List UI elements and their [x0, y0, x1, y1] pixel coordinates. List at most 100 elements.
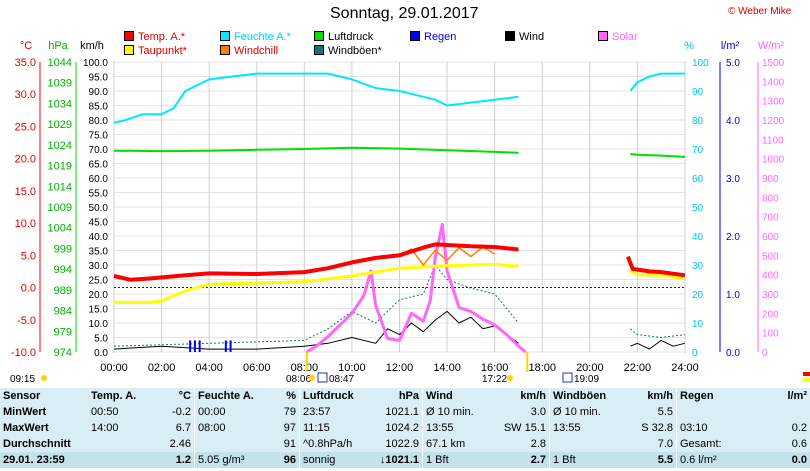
stats-header-row: Sensor Temp. A. °C Feuchte A. % Luftdruc…	[0, 388, 810, 404]
wind-tick-label: 85.0	[89, 102, 109, 113]
absolute-humidity: 5.05 g/m³	[194, 452, 261, 468]
legend-swatch	[124, 45, 134, 55]
rain-value: 0.2	[791, 422, 807, 434]
wind-tick-label: 25.0	[89, 276, 109, 287]
temp-unit: °C	[20, 40, 32, 52]
header-gust: Windböen	[549, 388, 616, 404]
gust-value: 7.0	[657, 438, 673, 450]
sunrise-icon	[309, 375, 315, 381]
rain-unit: l/m²	[721, 40, 740, 52]
x-tick-label: 00:00	[100, 362, 128, 374]
header-wind: Wind	[422, 388, 489, 404]
pressure-tick-label: 994	[54, 264, 72, 276]
humidity-tick-label: 10	[692, 319, 704, 330]
x-tick-label: 16:00	[481, 362, 509, 374]
humidity-value: 79	[283, 406, 296, 418]
humidity-tick-label: 30	[692, 261, 704, 272]
wind-tick-label: 100.0	[83, 58, 108, 69]
solar-tick-label: 200	[762, 309, 779, 320]
humidity-tick-label: 60	[692, 174, 704, 185]
rain-label: 03:10	[676, 420, 743, 436]
rain-label	[676, 404, 743, 420]
gust-label: Ø 10 min.	[549, 404, 616, 420]
pressure-tick-label: 1019	[48, 161, 72, 173]
legend-label: Temp. A.*	[138, 31, 186, 43]
moonrise-time: 08:47	[329, 374, 354, 385]
temp-time: 14:00	[91, 422, 119, 434]
solar-tick-label: 600	[762, 232, 779, 243]
solar-tick-label: 1000	[762, 155, 785, 166]
pressure-trend: ^0.8hPa/h	[299, 436, 368, 452]
solar-tick-label: 0	[762, 348, 768, 359]
rain-bar	[198, 340, 201, 352]
stats-row-current: 29.01. 23:59 1.2 5.05 g/m³ 96 sonnig ↓10…	[0, 452, 810, 468]
header-pressure: Luftdruck	[299, 388, 368, 404]
legend-swatch	[314, 45, 324, 55]
wind-tick-label: 50.0	[89, 203, 109, 214]
temp-tick-label: 25.0	[15, 121, 36, 133]
wind-value: 2.8	[530, 438, 546, 450]
row-label: 29.01. 23:59	[0, 452, 88, 468]
rain-value: 0.0	[743, 452, 810, 468]
legend-item: Windböen*	[314, 45, 382, 57]
legend-label: Regen	[424, 31, 457, 43]
legend-label: Luftdruck	[328, 31, 374, 43]
temp-value: -0.2	[172, 406, 191, 418]
x-tick-label: 04:00	[195, 362, 223, 374]
wind-label: 13:55	[422, 420, 489, 436]
temp-time	[88, 436, 144, 452]
header-temp-unit: °C	[178, 390, 191, 402]
rain-tick-label: 2.0	[726, 232, 740, 243]
x-tick-label: 20:00	[576, 362, 604, 374]
stats-table: Sensor Temp. A. °C Feuchte A. % Luftdruc…	[0, 388, 810, 468]
wind-tick-label: 90.0	[89, 87, 109, 98]
header-rain-unit: l/m²	[787, 390, 807, 402]
pressure-tick-label: 1014	[48, 181, 72, 193]
header-temp: Temp. A.	[91, 390, 137, 402]
moonset-icon	[562, 372, 573, 383]
pressure-value: 1022.9	[385, 438, 419, 450]
solar-tick-label: 1400	[762, 77, 785, 88]
wind-value: SW 15.1	[503, 422, 546, 434]
rain-value	[743, 404, 810, 420]
pressure-value: ↓1021.1	[368, 452, 423, 468]
humidity-tick-label: 90	[692, 87, 704, 98]
humidity-tick-label: 50	[692, 203, 704, 214]
humidity-tick-label: 20	[692, 290, 704, 301]
sunset-time: 17:22	[482, 374, 507, 385]
temp-value: 2.46	[169, 438, 191, 450]
pressure-tick-label: 989	[54, 285, 72, 297]
stats-row-max: MaxWert 14:00 6.7 08:00 97 11:15 1024.2 …	[0, 420, 810, 436]
x-tick-label: 18:00	[528, 362, 556, 374]
legend-item: Feuchte A.*	[220, 31, 291, 43]
wind-tick-label: 15.0	[89, 305, 109, 316]
header-wind-unit: km/h	[520, 390, 546, 402]
row-label: MaxWert	[3, 422, 49, 434]
x-tick-label: 10:00	[338, 362, 366, 374]
temp-tick-label: 35.0	[15, 57, 36, 69]
moon-icon	[317, 372, 328, 383]
temp-tick-label: 20.0	[15, 154, 36, 166]
temp-tick-label: 5.0	[21, 250, 36, 262]
humidity-time: 00:00	[194, 404, 261, 420]
page-title: Sonntag, 29.01.2017	[330, 5, 479, 22]
temp-value: 6.7	[175, 422, 191, 434]
wind-tick-label: 30.0	[89, 261, 109, 272]
stats-row-min: MinWert 00:50 -0.2 00:00 79 23:57 1021.1…	[0, 404, 810, 420]
copyright-link[interactable]: © Weber Mike	[728, 6, 792, 17]
solar-tick-label: 400	[762, 271, 779, 282]
wind-value: 2.7	[489, 452, 550, 468]
temp-time	[88, 452, 144, 468]
series-taupunkt-line	[114, 262, 519, 304]
sunrise-time: 08:06	[286, 374, 311, 385]
rain-bar	[189, 340, 192, 352]
gust-label	[549, 436, 616, 452]
pressure-tick-label: 1009	[48, 202, 72, 214]
temp-tick-label: -10.0	[11, 347, 36, 359]
wind-tick-label: 65.0	[89, 160, 109, 171]
legend-item: Luftdruck	[314, 31, 373, 43]
x-tick-label: 08:00	[291, 362, 319, 374]
solar-tick-label: 1100	[762, 135, 784, 146]
legend-label: Wind	[519, 31, 545, 43]
humidity-time	[194, 436, 261, 452]
